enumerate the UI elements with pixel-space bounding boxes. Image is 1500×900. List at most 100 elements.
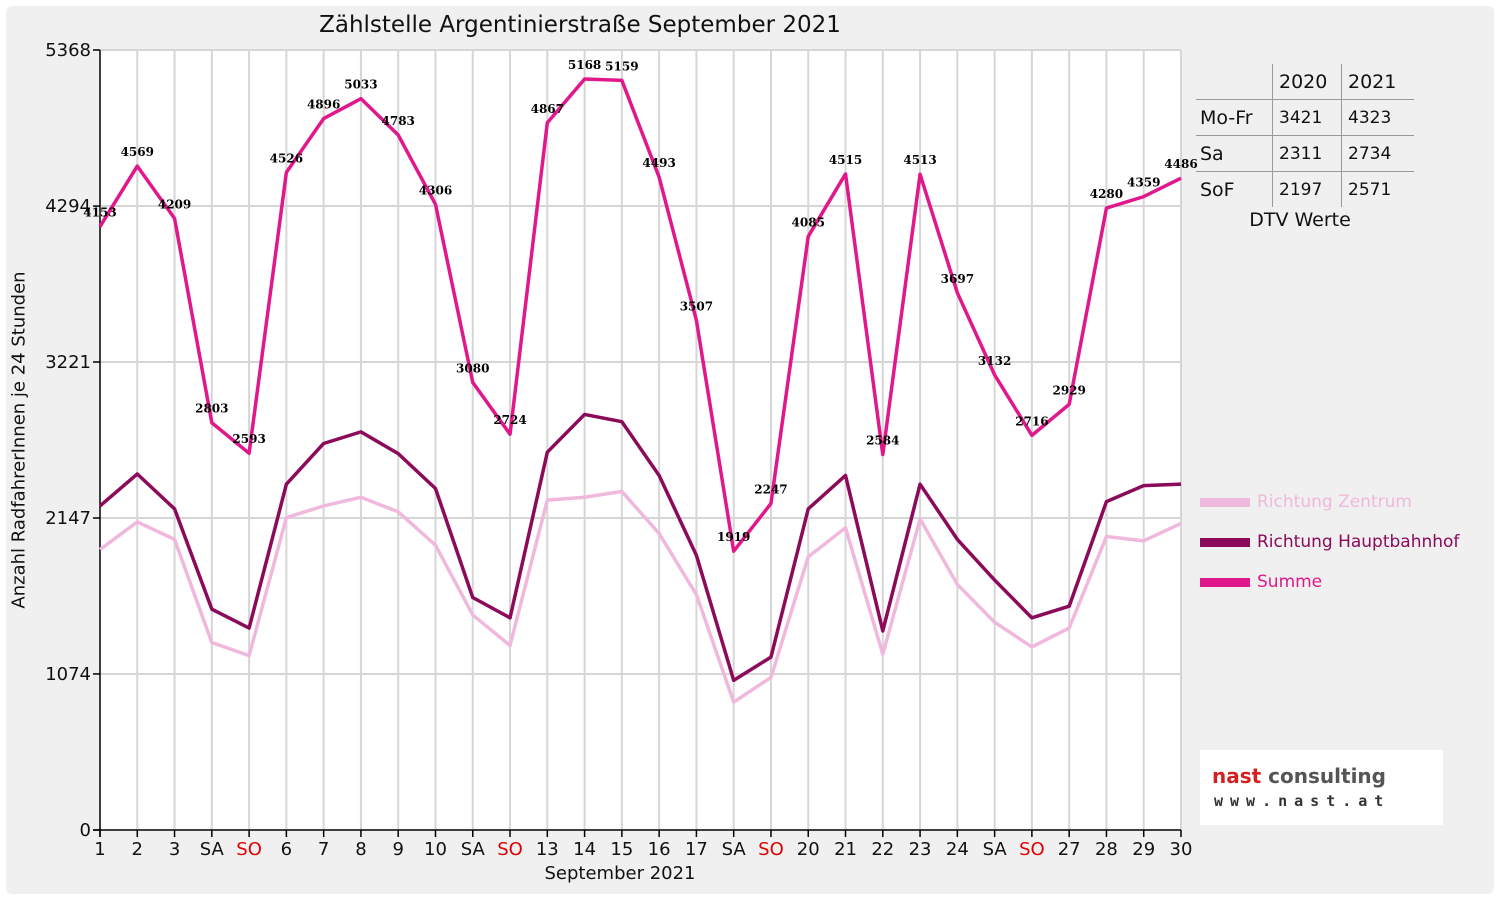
data-label: 4896 bbox=[307, 98, 340, 112]
y-tick-label: 4294 bbox=[45, 196, 91, 217]
legend-swatch bbox=[1200, 578, 1250, 587]
dtv-row-label: SoF bbox=[1196, 171, 1273, 207]
dtv-row-sa: Sa 2311 2734 bbox=[1196, 135, 1414, 172]
x-tick-label: SO bbox=[236, 839, 262, 860]
dtv-header-blank bbox=[1196, 64, 1273, 100]
x-tick-label: 30 bbox=[1170, 839, 1193, 860]
x-tick-label: 3 bbox=[169, 839, 180, 860]
data-label: 4569 bbox=[121, 145, 154, 159]
dtv-cell-2020: 2197 bbox=[1272, 171, 1342, 207]
data-label: 5033 bbox=[344, 78, 377, 92]
series-layer bbox=[98, 77, 1182, 704]
plot-area bbox=[100, 50, 1181, 830]
legend-label: Richtung Hauptbahnhof bbox=[1257, 532, 1460, 552]
data-label: 2247 bbox=[754, 482, 787, 496]
x-tick-label: 16 bbox=[648, 839, 671, 860]
data-label: 4306 bbox=[419, 183, 452, 197]
x-tick-label: 2 bbox=[132, 839, 143, 860]
x-tick-label: 22 bbox=[871, 839, 894, 860]
data-label: 2593 bbox=[232, 432, 265, 446]
x-tick-label: 17 bbox=[685, 839, 708, 860]
logo-word-consulting: consulting bbox=[1268, 764, 1386, 788]
y-tick-label: 1074 bbox=[45, 664, 91, 685]
x-tick-label: SO bbox=[758, 839, 784, 860]
dtv-cell-2020: 2311 bbox=[1272, 135, 1342, 172]
x-tick-label: 13 bbox=[536, 839, 559, 860]
series-line-summe bbox=[98, 77, 1182, 553]
data-label: 5168 bbox=[568, 58, 601, 72]
y-tick-label: 2147 bbox=[45, 508, 91, 529]
data-label: 4486 bbox=[1164, 157, 1197, 171]
data-label: 4513 bbox=[903, 153, 936, 167]
dtv-table: 2020 2021 Mo-Fr 3421 4323 Sa 2311 2734 S… bbox=[1196, 64, 1414, 207]
dtv-cell-2021: 2734 bbox=[1341, 135, 1414, 172]
y-axis-label: Anzahl RadfahrerInnen je 24 Stunden bbox=[8, 271, 30, 609]
dtv-row-label: Mo-Fr bbox=[1196, 99, 1273, 136]
dtv-row-label: Sa bbox=[1196, 135, 1273, 172]
dtv-row-sof: SoF 2197 2571 bbox=[1196, 171, 1414, 207]
data-label: 4209 bbox=[158, 197, 191, 211]
data-label: 2724 bbox=[493, 413, 526, 427]
data-label: 4280 bbox=[1090, 187, 1123, 201]
series-line-richtung-zentrum bbox=[98, 489, 1182, 704]
data-label: 4359 bbox=[1127, 176, 1160, 190]
dtv-cell-2021: 4323 bbox=[1341, 99, 1414, 136]
logo-word-nast: nast bbox=[1212, 764, 1262, 788]
y-tick-label: 3221 bbox=[45, 352, 91, 373]
data-label: 4515 bbox=[829, 153, 862, 167]
legend-swatch bbox=[1200, 498, 1250, 507]
x-tick-label: 28 bbox=[1095, 839, 1118, 860]
data-label: 4085 bbox=[792, 215, 825, 229]
y-tick-label: 0 bbox=[80, 820, 91, 841]
data-label: 2803 bbox=[195, 402, 228, 416]
x-tick-label: 23 bbox=[909, 839, 932, 860]
dtv-caption: DTV Werte bbox=[1249, 209, 1351, 231]
x-tick-label: SA bbox=[461, 839, 486, 860]
dtv-cell-2021: 2571 bbox=[1341, 171, 1414, 207]
x-tick-label: 21 bbox=[834, 839, 857, 860]
data-label: 2716 bbox=[1015, 414, 1048, 428]
dtv-header-2020: 2020 bbox=[1272, 64, 1342, 100]
x-tick-label: 6 bbox=[281, 839, 292, 860]
x-tick-label: 15 bbox=[610, 839, 633, 860]
x-tick-label: SA bbox=[983, 839, 1008, 860]
data-label: 1919 bbox=[717, 530, 750, 544]
x-tick-label: 29 bbox=[1132, 839, 1155, 860]
data-label: 4867 bbox=[531, 102, 564, 116]
nast-consulting-logo: nast consulting www.nast.at bbox=[1200, 750, 1443, 825]
data-label: 4783 bbox=[382, 114, 415, 128]
data-label: 4493 bbox=[642, 156, 675, 170]
x-tick-label: 7 bbox=[318, 839, 329, 860]
legend-label: Richtung Zentrum bbox=[1257, 492, 1412, 512]
data-label: 3697 bbox=[941, 272, 974, 286]
y-tick-label: 5368 bbox=[45, 40, 91, 61]
data-label-layer: 4153 4569 4209 2803 2593 4526 4896 5033 4783 4306… bbox=[83, 58, 1197, 544]
x-tick-label: 14 bbox=[573, 839, 596, 860]
data-label: 5159 bbox=[605, 59, 638, 73]
data-label: 2929 bbox=[1052, 383, 1085, 397]
data-label: 3507 bbox=[680, 299, 713, 313]
legend-swatch bbox=[1200, 538, 1250, 547]
data-label: 3080 bbox=[456, 361, 489, 375]
x-tick-label: 24 bbox=[946, 839, 969, 860]
series-line-richtung-hauptbahnhof bbox=[98, 412, 1182, 683]
x-tick-label: 9 bbox=[392, 839, 403, 860]
chart-title: Zählstelle Argentinierstraße September 2… bbox=[319, 12, 841, 38]
logo-wordmark: nast consulting bbox=[1212, 764, 1386, 788]
x-tick-label: 20 bbox=[797, 839, 820, 860]
x-tick-label: 8 bbox=[355, 839, 366, 860]
x-tick-label: SO bbox=[1019, 839, 1045, 860]
x-tick-label: SA bbox=[722, 839, 747, 860]
data-label: 4526 bbox=[270, 151, 303, 165]
data-label: 2584 bbox=[866, 434, 899, 448]
dtv-row-mo-fr: Mo-Fr 3421 4323 bbox=[1196, 99, 1414, 136]
dtv-cell-2020: 3421 bbox=[1272, 99, 1342, 136]
x-tick-label: 10 bbox=[424, 839, 447, 860]
x-tick-label: SA bbox=[200, 839, 225, 860]
dtv-header-2021: 2021 bbox=[1341, 64, 1414, 100]
x-axis-label: September 2021 bbox=[544, 863, 696, 884]
x-tick-label: 27 bbox=[1058, 839, 1081, 860]
data-label: 3132 bbox=[978, 354, 1011, 368]
